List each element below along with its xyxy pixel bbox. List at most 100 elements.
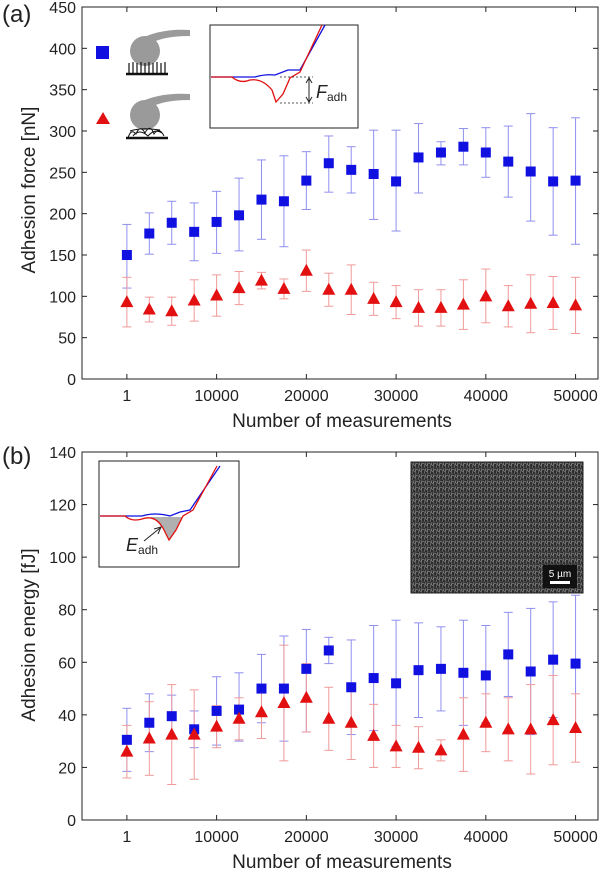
data-point-square-a — [413, 152, 424, 163]
data-point-square-b — [503, 649, 514, 660]
y-tick-label-a: 450 — [49, 0, 76, 17]
data-point-square-b — [278, 683, 289, 694]
y-tick-label-b: 0 — [67, 813, 76, 830]
data-point-triangle-b — [569, 721, 583, 733]
data-point-square-b — [211, 705, 222, 716]
x-tick-label-b: 1 — [122, 829, 131, 846]
data-point-square-a — [256, 194, 267, 205]
data-point-triangle-a — [232, 281, 246, 294]
data-point-square-b — [548, 654, 559, 665]
y-tick-label-a: 50 — [58, 331, 76, 348]
sem-image-inset: 5 µm — [410, 461, 584, 594]
data-point-square-b — [480, 670, 491, 681]
data-point-square-b — [144, 717, 155, 728]
y-tick-label-b: 40 — [58, 708, 76, 725]
data-point-triangle-a — [569, 298, 583, 311]
x-tick-label-a: 20000 — [284, 388, 329, 405]
data-point-triangle-a — [501, 299, 515, 312]
data-point-square-b — [323, 645, 334, 656]
data-point-square-a — [458, 141, 469, 152]
data-point-triangle-b — [254, 705, 268, 718]
y-tick-label-a: 200 — [49, 207, 76, 224]
data-point-square-a — [391, 176, 402, 187]
y-tick-label-b: 20 — [58, 760, 76, 777]
data-point-triangle-b — [412, 740, 426, 753]
panel-b: (b) 0 20 40 60 80 100 120 140 1 10000 20000 30000 40… — [2, 443, 599, 872]
data-point-square-a — [166, 217, 177, 228]
data-point-triangle-b — [165, 727, 179, 740]
x-tick-label-b: 10000 — [194, 829, 239, 846]
x-tick-label-a: 10000 — [194, 388, 239, 405]
panel-a-ylabel: Adhesion force [nN] — [19, 107, 40, 274]
inset-energy-curve: Eadh — [98, 460, 240, 568]
data-point-square-a — [435, 147, 446, 158]
x-tick-label-b: 30000 — [374, 829, 419, 846]
e-adh-arrow — [143, 527, 161, 542]
inset-force-curve: Fadh — [209, 24, 359, 129]
data-point-triangle-a — [165, 304, 179, 317]
data-point-triangle-b — [232, 711, 246, 724]
x-tick-label-a: 50000 — [553, 388, 598, 405]
data-point-triangle-a — [254, 273, 268, 286]
panel-a: (a) 0 50 100 150 200 250 300 350 400 450 1 10000 200… — [2, 0, 599, 432]
data-point-triangle-a — [142, 302, 156, 315]
data-point-square-a — [189, 226, 200, 237]
axes-frame-a — [81, 6, 599, 380]
scale-bar — [550, 581, 570, 584]
data-point-triangle-a — [322, 282, 336, 295]
x-tick-label-b: 20000 — [284, 829, 329, 846]
data-point-triangle-b — [546, 713, 560, 726]
data-point-triangle-b — [389, 739, 403, 752]
data-point-square-a — [480, 147, 491, 158]
data-point-triangle-a — [479, 289, 493, 302]
e-adh-label: Eadh — [126, 535, 158, 557]
data-point-triangle-a — [277, 281, 291, 294]
data-point-triangle-b — [479, 715, 493, 728]
web-surface-cartoon — [126, 93, 190, 140]
data-point-triangle-a — [299, 263, 313, 276]
data-point-square-b — [166, 711, 177, 722]
legend-triangle-marker — [96, 112, 110, 124]
data-point-square-a — [525, 166, 536, 177]
data-point-square-a — [211, 216, 222, 227]
approach-curve-b — [100, 465, 221, 517]
data-point-triangle-b — [367, 728, 381, 741]
y-tick-label-a: 0 — [67, 372, 76, 389]
data-point-triangle-a — [187, 293, 201, 306]
data-point-triangle-a — [367, 291, 381, 304]
data-point-square-b — [368, 673, 379, 684]
data-point-triangle-a — [456, 297, 470, 310]
x-tick-label-a: 30000 — [374, 388, 419, 405]
y-tick-label-a: 300 — [49, 124, 76, 141]
data-point-triangle-a — [412, 300, 426, 313]
data-point-triangle-a — [389, 295, 403, 308]
y-tick-label-b: 60 — [58, 655, 76, 672]
data-point-triangle-b — [210, 719, 224, 732]
data-point-square-b — [234, 704, 245, 715]
data-point-square-b — [413, 665, 424, 676]
data-point-square-b — [256, 683, 267, 694]
legend-a — [96, 29, 190, 140]
data-point-square-a — [346, 164, 357, 175]
data-point-triangle-b — [501, 722, 515, 735]
data-point-square-a — [278, 196, 289, 207]
data-point-triangle-b — [299, 690, 313, 703]
data-point-square-a — [144, 228, 155, 239]
x-tick-label-b: 40000 — [464, 829, 509, 846]
data-point-square-b — [525, 666, 536, 677]
y-tick-label-a: 150 — [49, 248, 76, 265]
y-tick-label-a: 100 — [49, 289, 76, 306]
panel-a-xlabel: Number of measurements — [232, 411, 452, 432]
y-tick-label-a: 350 — [49, 83, 76, 100]
x-tick-label-a: 1 — [122, 388, 131, 405]
axes-frame-b — [81, 451, 599, 821]
data-point-triangle-b — [187, 727, 201, 740]
retract-curve-b — [100, 465, 218, 542]
data-point-triangle-b — [524, 722, 538, 735]
y-tick-label-a: 250 — [49, 165, 76, 182]
data-point-triangle-b — [434, 743, 448, 756]
data-point-square-a — [323, 158, 334, 169]
data-point-square-a — [548, 176, 559, 187]
panel-b-ylabel: Adhesion energy [fJ] — [19, 548, 40, 721]
